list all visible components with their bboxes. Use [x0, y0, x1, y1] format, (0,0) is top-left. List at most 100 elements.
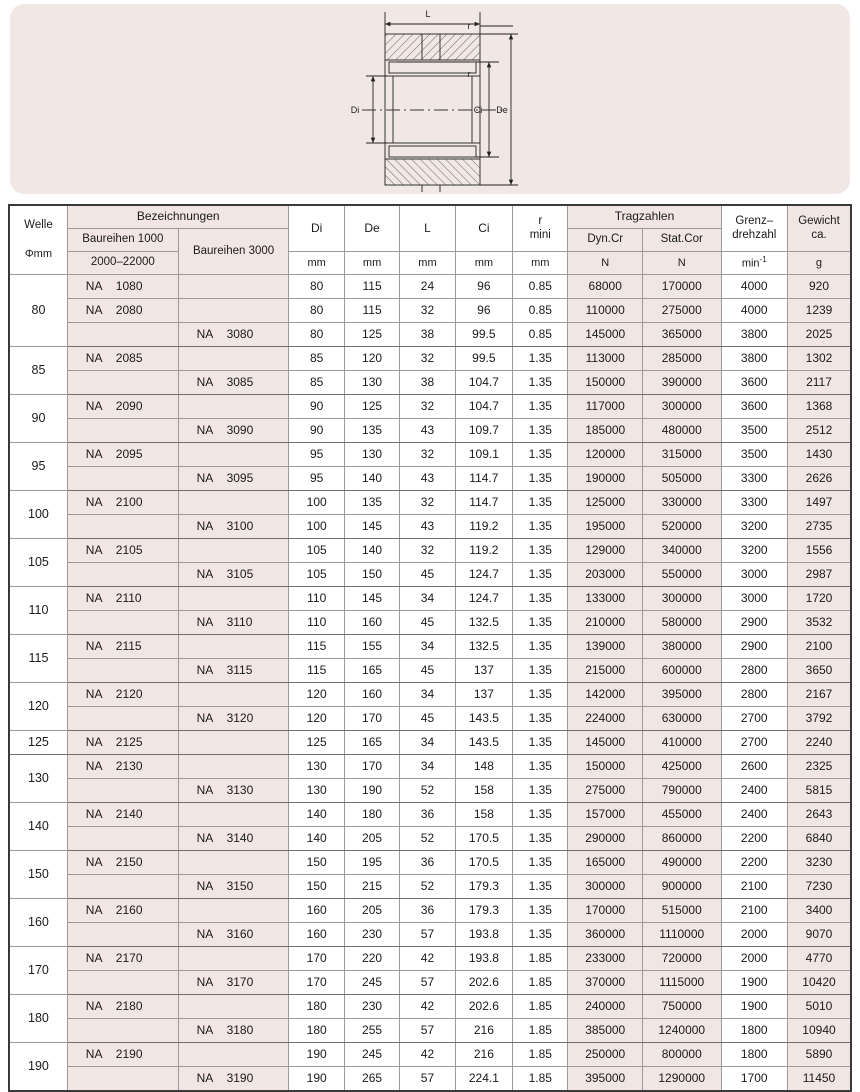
cell-ci: 137	[454, 682, 514, 707]
header-grenzdrehzahl: Grenz– drehzahl	[720, 204, 788, 252]
cell-r-mini: 1.35	[512, 418, 569, 443]
cell-ci: 104.7	[454, 394, 514, 419]
cell-designation-1000: NA 2105	[66, 538, 179, 563]
cell-r-mini: 0.85	[512, 322, 569, 347]
header-dyn-cr-unit: N	[567, 251, 643, 275]
cell-ci: 148	[454, 754, 514, 779]
table-row: NA 2080 80 115 32 96 0.85 110000 275000 4000 1239	[9, 298, 852, 323]
cell-di: 180	[288, 1018, 345, 1043]
cell-designation-3000	[177, 442, 290, 467]
table-row: NA 3100 100 145 43 119.2 1.35 195000 520000 3200 2…	[9, 514, 852, 539]
table-row: NA 3095 95 140 43 114.7 1.35 190000 505000 3300 26…	[9, 466, 852, 491]
cell-designation-1000: NA 2140	[66, 802, 179, 827]
cell-weight: 920	[786, 274, 852, 299]
header-row-1: Welle Φmm Bezeichnungen Di De L Ci r min…	[8, 204, 852, 275]
cell-dyn-cr: 240000	[567, 994, 643, 1019]
cell-designation-3000	[177, 730, 290, 755]
cell-designation-3000: NA 3090	[177, 418, 290, 443]
cell-designation-3000: NA 3105	[177, 562, 290, 587]
cell-stat-cor: 515000	[641, 898, 722, 923]
table-row: NA 3080 80 125 38 99.5 0.85 145000 365000 3800 202…	[9, 322, 852, 347]
cell-dyn-cr: 68000	[567, 274, 643, 299]
cell-designation-3000: NA 3085	[177, 370, 290, 395]
cell-shaft-diameter: 150	[8, 850, 68, 899]
cell-l: 34	[399, 634, 456, 659]
cell-l: 42	[399, 994, 456, 1019]
cell-di: 120	[288, 706, 345, 731]
cell-limiting-speed: 2100	[720, 898, 788, 923]
cell-designation-1000: NA 2130	[66, 754, 179, 779]
header-l-unit: mm	[399, 251, 456, 275]
cell-limiting-speed: 2800	[720, 658, 788, 683]
cell-di: 150	[288, 850, 345, 875]
table-body: 80 NA 1080 80 115 24 96 0.85 68000 170000 4000 920 N…	[8, 274, 852, 1092]
table-row: NA 3105 105 150 45 124.7 1.35 203000 550000 3000 2…	[9, 562, 852, 587]
cell-di: 90	[288, 418, 345, 443]
cell-r-mini: 1.35	[512, 874, 569, 899]
cell-di: 160	[288, 898, 345, 923]
cell-dyn-cr: 145000	[567, 730, 643, 755]
table-row: NA 3085 85 130 38 104.7 1.35 150000 390000 3600 21…	[9, 370, 852, 395]
cell-di: 115	[288, 658, 345, 683]
cell-limiting-speed: 3500	[720, 418, 788, 443]
cell-shaft-diameter: 160	[8, 898, 68, 947]
cell-limiting-speed: 2800	[720, 682, 788, 707]
cell-r-mini: 1.35	[512, 466, 569, 491]
table-row: 90 NA 2090 90 125 32 104.7 1.35 117000 300000 3600…	[8, 394, 852, 443]
cell-r-mini: 0.85	[512, 298, 569, 323]
cell-designation-3000: NA 3100	[177, 514, 290, 539]
cell-designation-1000	[66, 466, 179, 491]
cell-l: 36	[399, 850, 456, 875]
cell-de: 135	[343, 418, 401, 443]
cell-stat-cor: 275000	[641, 298, 722, 323]
cell-limiting-speed: 1700	[720, 1066, 788, 1092]
cell-designation-1000	[66, 322, 179, 347]
cell-weight: 2025	[786, 322, 852, 347]
cell-designation-3000	[177, 298, 290, 323]
cell-weight: 10940	[786, 1018, 852, 1043]
cell-designation-1000: NA 2125	[66, 730, 179, 755]
cell-di: 110	[288, 586, 345, 611]
table-row: NA 3170 170 245 57 202.6 1.85 370000 1115000 1900…	[9, 970, 852, 995]
cell-r-mini: 1.35	[512, 730, 569, 755]
table-row: 95 NA 2095 95 130 32 109.1 1.35 120000 315000 3500…	[8, 442, 852, 491]
cell-designation-3000	[177, 274, 290, 299]
cell-designation-1000: NA 2190	[66, 1042, 179, 1067]
cell-stat-cor: 170000	[641, 274, 722, 299]
cell-ci: 202.6	[454, 994, 514, 1019]
cell-di: 100	[288, 514, 345, 539]
cell-weight: 9070	[786, 922, 852, 947]
cell-weight: 1556	[786, 538, 852, 563]
cell-di: 120	[288, 682, 345, 707]
cell-stat-cor: 800000	[641, 1042, 722, 1067]
cell-l: 52	[399, 826, 456, 851]
cell-r-mini: 1.35	[512, 682, 569, 707]
cell-weight: 2325	[786, 754, 852, 779]
cell-l: 43	[399, 418, 456, 443]
cell-de: 155	[343, 634, 401, 659]
cell-limiting-speed: 3300	[720, 466, 788, 491]
diagram-label-r-mid: r	[468, 69, 471, 79]
cell-limiting-speed: 2700	[720, 730, 788, 755]
cell-stat-cor: 480000	[641, 418, 722, 443]
cell-designation-3000	[177, 682, 290, 707]
cell-designation-3000	[177, 994, 290, 1019]
cell-dyn-cr: 185000	[567, 418, 643, 443]
header-de-unit: mm	[343, 251, 401, 275]
table-row: NA 3090 90 135 43 109.7 1.35 185000 480000 3500 25…	[9, 418, 852, 443]
cell-dyn-cr: 385000	[567, 1018, 643, 1043]
cell-di: 80	[288, 298, 345, 323]
cell-stat-cor: 300000	[641, 394, 722, 419]
cell-weight: 5010	[786, 994, 852, 1019]
cell-stat-cor: 390000	[641, 370, 722, 395]
cell-stat-cor: 380000	[641, 634, 722, 659]
cell-weight: 2100	[786, 634, 852, 659]
cell-l: 45	[399, 658, 456, 683]
cell-l: 52	[399, 778, 456, 803]
cell-di: 115	[288, 634, 345, 659]
cell-l: 45	[399, 610, 456, 635]
cell-ci: 119.2	[454, 514, 514, 539]
table-row: 190 NA 2190 190 245 42 216 1.85 250000 800000 1800…	[8, 1042, 852, 1092]
cell-de: 125	[343, 394, 401, 419]
cell-de: 205	[343, 826, 401, 851]
